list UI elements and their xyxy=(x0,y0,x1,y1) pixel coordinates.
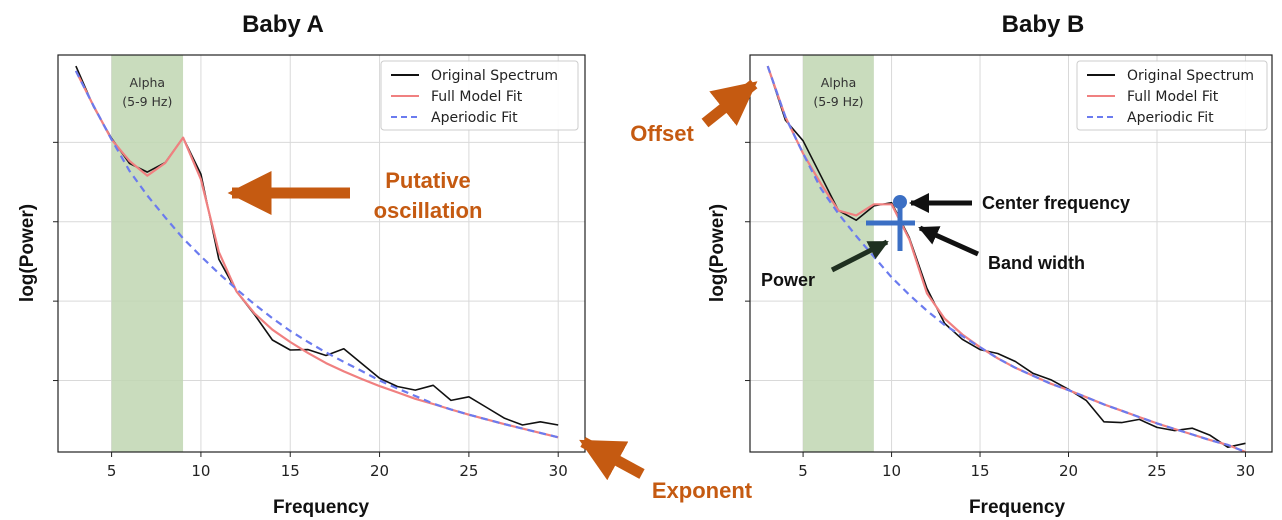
x-ticks: 5 10 15 20 25 30 xyxy=(107,452,568,480)
chart-title: Baby B xyxy=(1002,11,1085,38)
x-tick-label: 30 xyxy=(1236,462,1255,480)
legend-label: Full Model Fit xyxy=(431,89,523,105)
exponent-arrow xyxy=(579,437,645,481)
x-axis-label: Frequency xyxy=(969,497,1066,518)
series-line-full-model-fit xyxy=(766,65,1246,452)
legend-label: Full Model Fit xyxy=(1127,89,1219,105)
y-ticks xyxy=(745,141,750,382)
panel-baby-b: Baby B Alpha (5-9 Hz) 5 10 15 20 25 30 Freque… xyxy=(630,11,1273,518)
peak-center-dot xyxy=(893,195,907,209)
panel-baby-a: Baby A Alpha (5-9 Hz) 5 10 15 20 25 30 Freque… xyxy=(17,11,753,518)
alpha-band xyxy=(111,55,184,452)
alpha-band-range-label: (5-9 Hz) xyxy=(813,94,863,109)
alpha-band-label: Alpha xyxy=(821,75,857,90)
legend-box xyxy=(1076,60,1268,131)
series-line-original-spectrum xyxy=(75,65,559,426)
x-tick-label: 5 xyxy=(107,462,117,480)
y-axis-label: log(Power) xyxy=(17,204,38,302)
series-group xyxy=(766,65,1246,452)
x-tick-label: 30 xyxy=(549,462,568,480)
legend-label: Original Spectrum xyxy=(1127,68,1254,84)
y-axis-label: log(Power) xyxy=(707,204,728,302)
band-width-arrow xyxy=(918,225,980,257)
x-tick-label: 20 xyxy=(1059,462,1078,480)
legend-label: Original Spectrum xyxy=(431,68,558,84)
power-label: Power xyxy=(761,270,815,290)
chart-title: Baby A xyxy=(242,11,324,38)
series-line-aperiodic-fit xyxy=(74,70,559,439)
offset-arrow xyxy=(701,79,758,128)
putative-oscillation-label-line1: Putative xyxy=(385,168,471,193)
center-frequency-label: Center frequency xyxy=(982,193,1130,213)
series-group xyxy=(74,65,559,439)
legend-label: Aperiodic Fit xyxy=(1127,110,1214,126)
x-tick-label: 5 xyxy=(798,462,808,480)
x-tick-label: 15 xyxy=(970,462,989,480)
legend: Original Spectrum Full Model Fit Aperiodic… xyxy=(1076,60,1268,131)
x-tick-label: 25 xyxy=(459,462,478,480)
legend: Original Spectrum Full Model Fit Aperiodic… xyxy=(380,60,579,131)
series-line-full-model-fit xyxy=(74,70,559,439)
plot-frame xyxy=(749,54,1273,453)
x-tick-label: 25 xyxy=(1147,462,1166,480)
x-tick-label: 10 xyxy=(882,462,901,480)
x-tick-label: 20 xyxy=(370,462,389,480)
alpha-band-range-label: (5-9 Hz) xyxy=(122,94,172,109)
exponent-label: Exponent xyxy=(652,478,753,503)
band-width-label: Band width xyxy=(988,253,1085,273)
legend-label: Aperiodic Fit xyxy=(431,110,518,126)
plot-frame xyxy=(57,54,586,453)
offset-label: Offset xyxy=(630,121,694,146)
alpha-band-label: Alpha xyxy=(130,75,166,90)
series-line-original-spectrum xyxy=(766,65,1246,449)
x-ticks: 5 10 15 20 25 30 xyxy=(798,452,1255,480)
power-arrow xyxy=(830,239,889,273)
x-axis-label: Frequency xyxy=(273,497,370,518)
x-tick-label: 15 xyxy=(281,462,300,480)
x-tick-label: 10 xyxy=(191,462,210,480)
legend-box xyxy=(380,60,579,131)
putative-oscillation-label-line2: oscillation xyxy=(374,198,483,223)
y-ticks xyxy=(53,141,58,382)
